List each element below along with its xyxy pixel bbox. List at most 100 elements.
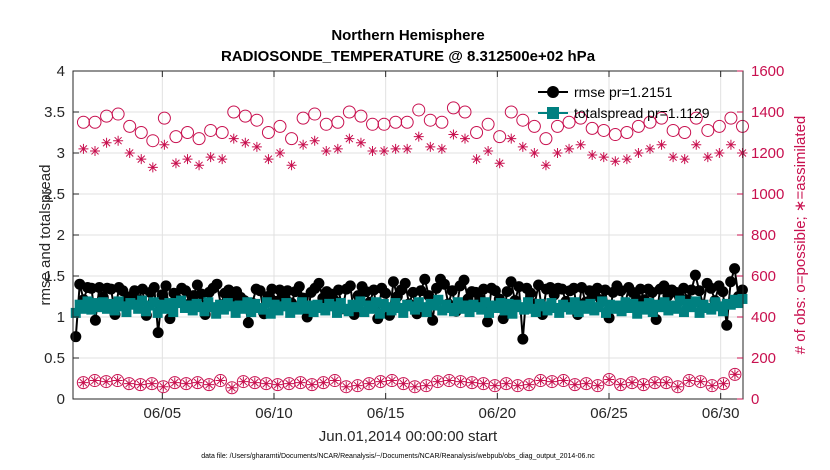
y2-tick-label: 200 bbox=[751, 350, 776, 367]
y-tick-label: 0.5 bbox=[44, 350, 65, 367]
assimilated-low-marker bbox=[146, 378, 157, 389]
totalspread-point bbox=[448, 306, 459, 317]
assimilated-marker bbox=[540, 160, 551, 171]
assimilated-low-marker bbox=[352, 380, 363, 391]
possible-marker bbox=[342, 105, 356, 119]
assimilated-marker bbox=[321, 145, 332, 156]
rmse-point bbox=[446, 285, 458, 297]
assimilated-marker bbox=[182, 154, 193, 165]
assimilated-marker bbox=[529, 148, 540, 158]
totalspread-point bbox=[484, 307, 495, 318]
possible-marker bbox=[631, 119, 645, 133]
possible-low-marker bbox=[522, 378, 536, 392]
assimilated-marker bbox=[598, 152, 609, 163]
totalspread-point bbox=[593, 302, 604, 313]
assimilated-low-marker bbox=[112, 375, 123, 386]
totalspread-point bbox=[495, 298, 506, 309]
y-tick-label: 1 bbox=[57, 309, 65, 326]
x-tick-label: 06/15 bbox=[367, 405, 405, 422]
assimilated-low-marker bbox=[226, 382, 237, 393]
totalspread-point bbox=[230, 307, 241, 318]
possible-marker bbox=[331, 115, 345, 129]
totalspread-point bbox=[335, 298, 346, 309]
assimilated-low-marker bbox=[398, 378, 409, 389]
totalspread-point bbox=[269, 299, 280, 310]
possible-marker bbox=[215, 126, 229, 139]
totalspread-point bbox=[70, 307, 81, 318]
totalspread-point bbox=[218, 304, 229, 315]
y2-axis-label: # of obs: o=possible; ∗=assimilated bbox=[792, 116, 809, 355]
assimilated-marker bbox=[702, 152, 713, 163]
data-file-footnote: data file: /Users/gharamti/Documents/NCA… bbox=[201, 453, 595, 460]
possible-marker bbox=[458, 105, 472, 119]
totalspread-point bbox=[152, 307, 163, 318]
possible-low-marker bbox=[659, 376, 673, 390]
possible-marker bbox=[712, 119, 726, 133]
totalspread-point bbox=[480, 297, 491, 308]
assimilated-low-marker bbox=[181, 378, 192, 389]
totalspread-point bbox=[109, 305, 120, 316]
possible-marker bbox=[527, 119, 541, 133]
assimilated-marker bbox=[309, 135, 320, 146]
totalspread-point bbox=[105, 298, 116, 309]
assimilated-marker bbox=[564, 143, 575, 154]
totalspread-point bbox=[647, 307, 658, 318]
assimilated-low-marker bbox=[569, 379, 580, 390]
totalspread-point bbox=[523, 297, 534, 308]
legend-spread-label: totalspread pr=1.1129 bbox=[574, 105, 710, 121]
rmse-point bbox=[423, 290, 435, 302]
assimilated-marker bbox=[621, 154, 632, 165]
assimilated-marker bbox=[460, 133, 471, 144]
assimilated-low-marker bbox=[592, 380, 603, 391]
totalspread-point bbox=[643, 298, 654, 309]
assimilated-marker bbox=[355, 137, 366, 148]
rmse-point bbox=[482, 316, 494, 328]
totalspread-point bbox=[678, 307, 689, 318]
assimilated-low-marker bbox=[455, 376, 466, 387]
totalspread-point bbox=[117, 301, 128, 312]
assimilated-low-marker bbox=[672, 381, 683, 392]
rmse-point bbox=[117, 285, 129, 297]
assimilated-low-marker bbox=[124, 378, 135, 389]
possible-marker bbox=[111, 107, 125, 121]
rmse-point bbox=[70, 331, 82, 343]
assimilated-low-marker bbox=[604, 374, 615, 385]
assimilated-marker bbox=[263, 154, 274, 165]
y-tick-labels: 0 0.5 1 1.5 2 2.5 3 3.5 4 bbox=[44, 63, 65, 408]
assimilated-marker bbox=[251, 141, 262, 152]
assimilated-marker bbox=[668, 152, 679, 163]
totalspread-point bbox=[328, 301, 339, 312]
assimilated-marker bbox=[448, 129, 459, 140]
assimilated-low-marker bbox=[238, 376, 249, 387]
rmse-point bbox=[242, 317, 254, 329]
x-tick-label: 06/25 bbox=[590, 405, 628, 422]
totalspread-point bbox=[359, 307, 370, 318]
assimilated-low-marker bbox=[638, 379, 649, 390]
assimilated-low-marker bbox=[524, 379, 535, 390]
rmse-point bbox=[191, 279, 203, 291]
possible-marker bbox=[655, 111, 669, 125]
totalspread-point bbox=[476, 304, 487, 315]
x-tick-label: 06/05 bbox=[144, 405, 182, 422]
legend: rmse pr=1.2151 totalspread pr=1.1129 bbox=[538, 84, 710, 121]
assimilated-marker bbox=[113, 135, 124, 146]
assimilated-marker bbox=[517, 141, 528, 152]
assimilated-marker bbox=[78, 143, 89, 154]
rmse-point bbox=[525, 287, 537, 299]
possible-marker bbox=[273, 119, 287, 133]
rmse-point bbox=[89, 314, 101, 326]
possible-low-marker bbox=[202, 378, 216, 392]
possible-marker bbox=[481, 117, 495, 131]
assimilated-marker bbox=[725, 139, 736, 150]
assimilated-marker bbox=[402, 143, 413, 154]
totalspread-point bbox=[659, 297, 670, 308]
totalspread-point bbox=[386, 305, 397, 316]
y2-tick-label: 1400 bbox=[751, 104, 784, 121]
assimilated-marker bbox=[286, 160, 297, 171]
assimilated-marker bbox=[240, 137, 251, 148]
totalspread-point bbox=[460, 300, 471, 311]
totalspread-point bbox=[686, 302, 697, 313]
assimilated-marker bbox=[714, 148, 725, 158]
totalspread-point bbox=[437, 305, 448, 316]
possible-marker bbox=[620, 126, 634, 139]
